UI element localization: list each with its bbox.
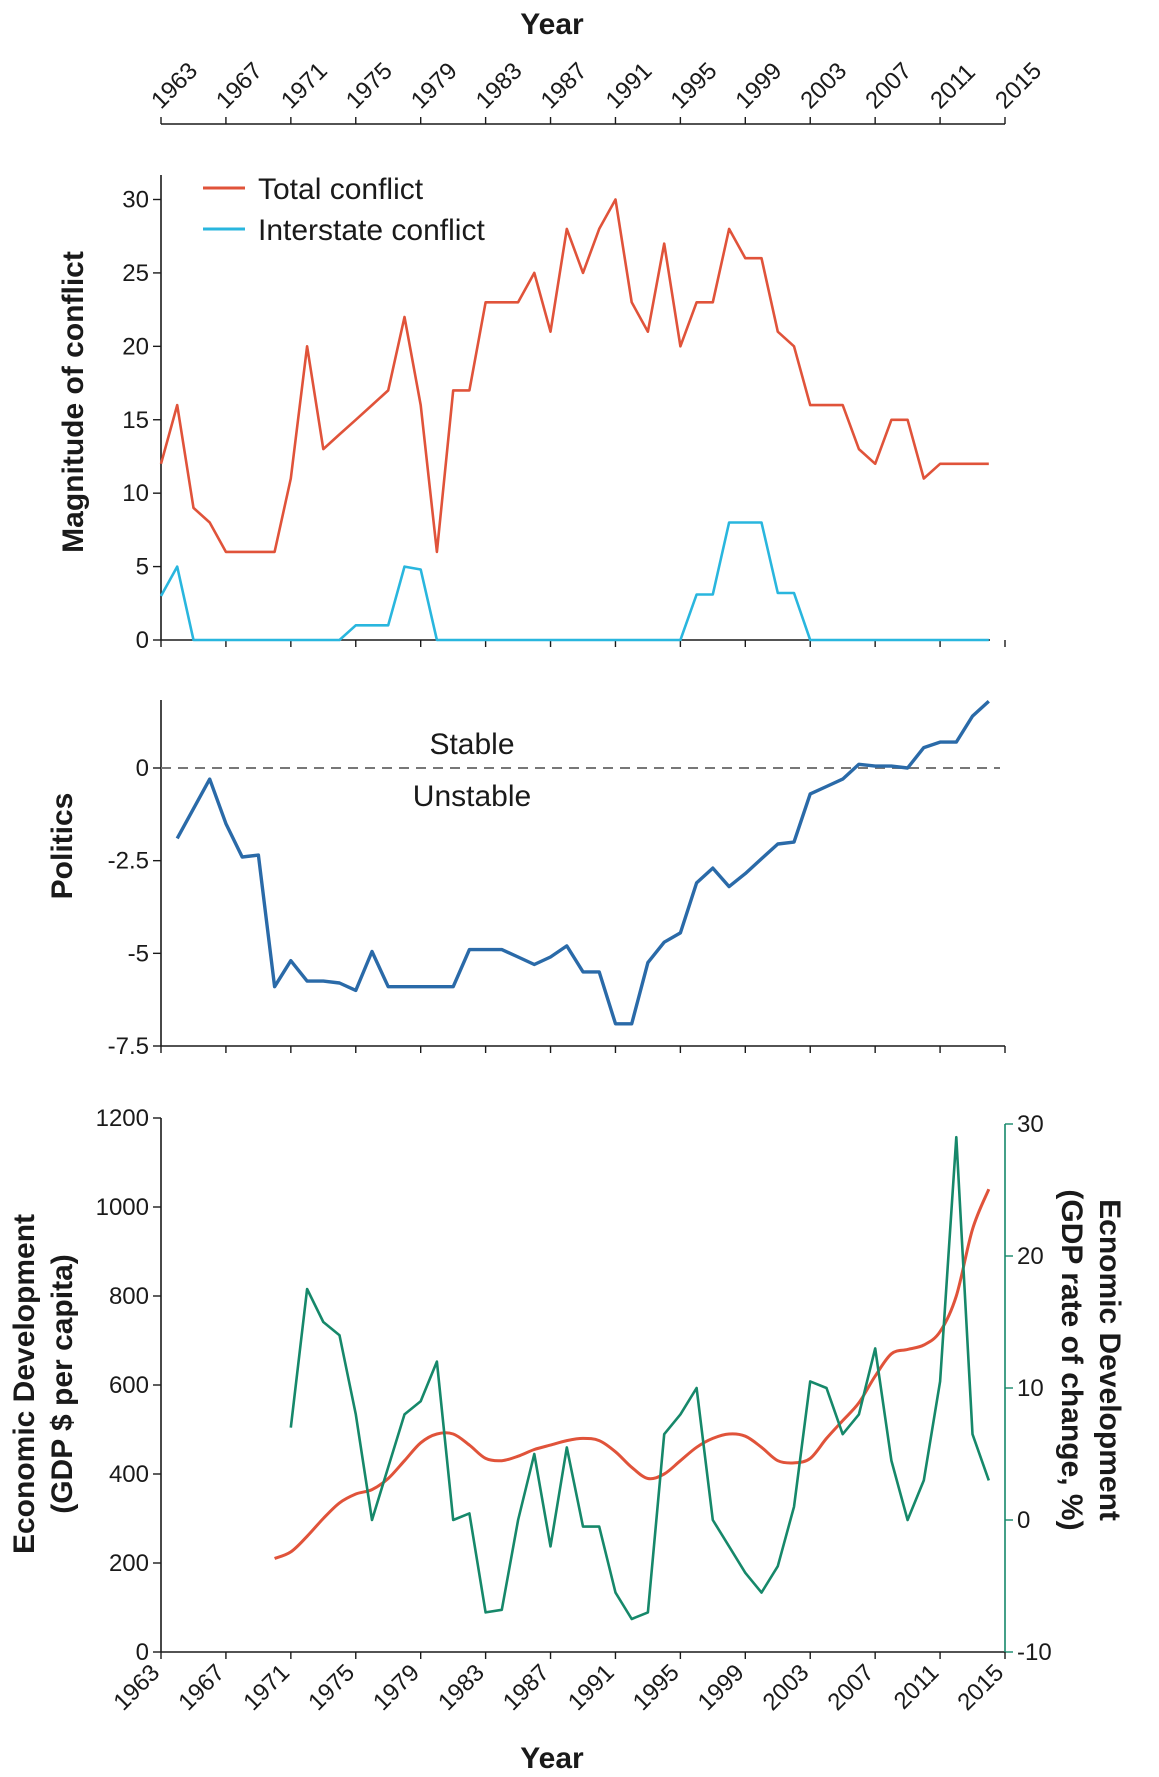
top-axis-title: Year [520,8,584,41]
conflict-y-ticks: 0 5 10 15 20 25 30 [122,187,161,654]
y-tick-label-0: 0 [136,755,149,782]
y-tick-label-800: 800 [109,1283,149,1310]
politics-y-ticks: 0 -2.5 -5 -7.5 [108,755,161,1060]
politics-ylabel: Politics [46,793,79,900]
y-tick-label-25: 25 [122,260,149,287]
politics-x-ticks [160,1046,1006,1053]
y-tick-label-400: 400 [109,1461,149,1488]
bottom-axis-title: Year [520,1742,584,1775]
x-tick-label-2011: 2011 [925,59,981,115]
economic-ylabel-line2: (GDP $ per capita) [46,1254,79,1514]
y-tick-label--7.5: -7.5 [108,1033,149,1060]
y-tick-label-30: 30 [122,187,149,214]
y-tick-label-30: 30 [1017,1111,1044,1138]
x-tick-label-2007: 2007 [823,1659,880,1716]
y-tick-label--10: -10 [1017,1639,1052,1666]
x-tick-label-1963: 1963 [146,57,203,114]
x-tick-label-1999: 1999 [730,57,787,114]
x-tick-label-1983: 1983 [433,1659,490,1716]
y-tick-label-5: 5 [136,554,149,581]
economic-ylabel-line1: Economic Development [8,1214,41,1554]
x-tick-label-1975: 1975 [303,1659,360,1716]
economic-right-y-ticks: -10 0 10 20 30 [1005,1111,1052,1666]
y-tick-label-10: 10 [1017,1375,1044,1402]
legend-label-total-conflict: Total conflict [258,173,424,206]
y-tick-label-20: 20 [1017,1243,1044,1270]
economic-left-y-ticks: 0 200 400 600 800 1000 1200 [96,1105,161,1666]
legend-label-interstate-conflict: Interstate conflict [258,214,485,247]
top-year-axis: Year 1963 1967 1971 1975 1979 1983 1987 1991 199… [146,8,1047,125]
economic-y2label-line2: (GDP rate of change, %) [1055,1189,1088,1530]
y-tick-label-0: 0 [136,627,149,654]
x-tick-label-2015: 2015 [990,57,1047,114]
x-tick-label-1971: 1971 [238,1659,295,1716]
y-tick-label-1000: 1000 [96,1194,149,1221]
x-tick-label-1979: 1979 [406,57,463,114]
x-tick-label-1995: 1995 [666,57,723,114]
x-tick-label-1983: 1983 [471,57,528,114]
x-tick-label-2003: 2003 [795,57,852,114]
series-line-total-conflict [159,198,989,554]
x-tick-label-1967: 1967 [173,1659,230,1716]
politics-panel: Politics 0 -2.5 -5 -7.5 Stable Unstable [46,700,1006,1060]
economic-y2label-line1: Ecnomic Development [1093,1199,1126,1521]
x-tick-label-2007: 2007 [860,57,917,114]
y-tick-label-1200: 1200 [96,1105,149,1132]
conflict-panel: Magnitude of conflict 0 5 10 15 20 25 30 Total… [57,173,1006,654]
series-line-interstate-conflict [159,521,989,642]
y-tick-label--2.5: -2.5 [108,848,149,875]
y-tick-label-200: 200 [109,1550,149,1577]
x-tick-label-1991: 1991 [601,57,658,114]
x-tick-label-2015: 2015 [952,1659,1009,1716]
x-tick-label-1963: 1963 [108,1659,165,1716]
economic-panel: Economic Development (GDP $ per capita) … [8,1105,1126,1716]
conflict-ylabel: Magnitude of conflict [57,251,90,553]
x-tick-label-1991: 1991 [563,1659,620,1716]
annotation-unstable: Unstable [413,780,531,813]
legend: Total conflict Interstate conflict [203,173,485,247]
x-tick-label-1967: 1967 [211,57,268,114]
x-tick-label-2003: 2003 [758,1659,815,1716]
x-tick-label-1987: 1987 [536,57,593,114]
y-tick-label-600: 600 [109,1372,149,1399]
x-tick-label-1987: 1987 [498,1659,555,1716]
annotation-stable: Stable [429,728,514,761]
series-line-politics [175,700,990,1026]
y-tick-label-10: 10 [122,480,149,507]
y-tick-label-0: 0 [136,1639,149,1666]
x-tick-label-1979: 1979 [368,1659,425,1716]
economic-x-ticks: 1963 1967 1971 1975 1979 1983 1987 1991 1995 1999… [108,1652,1009,1716]
x-tick-label-1999: 1999 [693,1659,750,1716]
y-tick-label-15: 15 [122,407,149,434]
y-tick-label-0: 0 [1017,1507,1030,1534]
y-tick-label--5: -5 [128,940,149,967]
x-tick-label-2011: 2011 [889,1659,945,1715]
x-tick-label-1971: 1971 [276,57,333,114]
top-axis-ticks: 1963 1967 1971 1975 1979 1983 1987 1991 1995 1999… [146,57,1047,124]
series-line-gdp-rate-of-change [289,1135,991,1621]
x-tick-label-1975: 1975 [341,57,398,114]
series-line-gdp-per-capita [274,1188,991,1560]
y-tick-label-20: 20 [122,333,149,360]
x-tick-label-1995: 1995 [628,1659,685,1716]
